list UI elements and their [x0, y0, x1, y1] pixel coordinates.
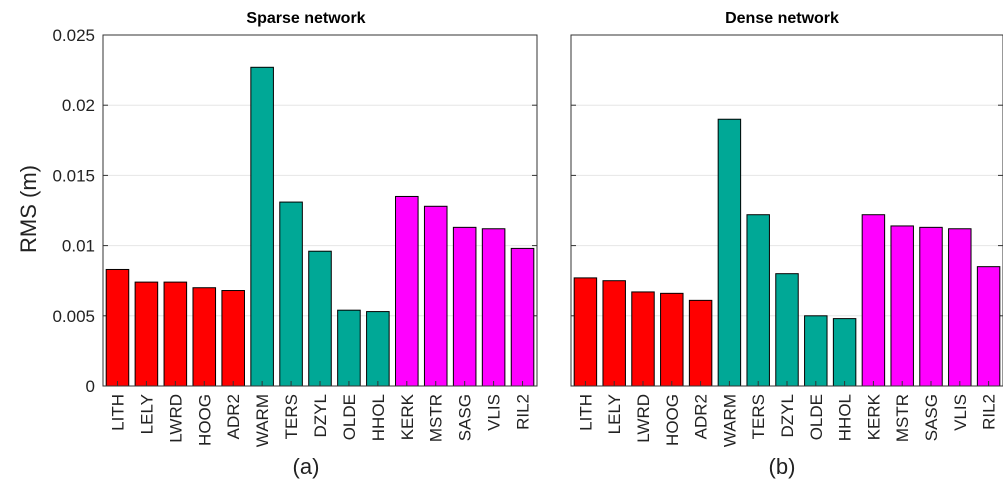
bar-kerk: [861, 214, 886, 387]
bar-lwrd: [163, 281, 188, 387]
x-tick-label: LELY: [137, 394, 156, 434]
x-tick-label: RIL2: [980, 394, 999, 430]
bar-kerk: [395, 195, 419, 387]
x-tick-label: MSTR: [427, 394, 446, 442]
bar-dzyl: [308, 250, 332, 387]
bar-adr2: [688, 299, 713, 387]
x-tick-label: SASG: [922, 394, 941, 441]
x-tick-label: WARM: [720, 394, 739, 447]
bar-vlis: [481, 228, 506, 387]
y-tick-label: 0: [86, 377, 95, 396]
y-tick-label: 0.005: [52, 307, 95, 326]
bar-warm: [250, 66, 274, 387]
x-tick-label: WARM: [253, 394, 272, 447]
bar-ters: [746, 214, 770, 387]
x-tick-label: MSTR: [893, 394, 912, 442]
panel-label-b: (b): [769, 454, 796, 479]
bar-dzyl: [775, 273, 799, 387]
bar-lith: [573, 277, 598, 387]
x-tick-label: KERK: [398, 393, 417, 440]
x-tick-label: VLIS: [951, 394, 970, 431]
x-tick-label: RIL2: [514, 394, 533, 430]
axes-frame: [102, 34, 538, 387]
x-tick-label: VLIS: [485, 394, 504, 431]
bar-lely: [134, 281, 159, 387]
bar-ril2: [510, 247, 535, 387]
x-tick-label: OLDE: [340, 394, 359, 440]
bar-ril2: [976, 266, 1001, 387]
y-tick-label: 0.01: [62, 237, 95, 256]
panel-sparse: Sparse network (a) 0 0.005 0.01 0.015 0.02 0.…: [52, 10, 538, 479]
bar-hhol: [366, 311, 390, 387]
bar-vlis: [948, 228, 972, 387]
x-tick-label: OLDE: [807, 394, 826, 440]
bar-warm: [717, 118, 742, 387]
panel-label-a: (a): [293, 454, 320, 479]
axes-frame: [570, 34, 1003, 387]
x-tick-label: SASG: [456, 394, 475, 441]
x-tick-label: TERS: [749, 394, 768, 439]
bar-lith: [105, 268, 130, 387]
panel-title-sparse: Sparse network: [246, 10, 365, 27]
bar-olde: [337, 309, 361, 387]
x-tick-label: HOOG: [195, 394, 214, 446]
x-tick-label: LWRD: [634, 394, 653, 443]
x-tick-label: HOOG: [663, 394, 682, 446]
plot-area-dense: LITH LELY LWRD HOOG ADR2 WARM TERS DZYL OLDE HHOL…: [570, 34, 1003, 447]
x-tick-label: HHOL: [836, 394, 855, 441]
bar-hoog: [192, 287, 217, 387]
x-tick-label: DZYL: [778, 394, 797, 437]
x-tick-label: LITH: [576, 394, 595, 431]
y-tick-label: 0.02: [62, 96, 95, 115]
y-axis-label: RMS (m): [16, 165, 41, 253]
bar-lwrd: [631, 291, 655, 387]
bar-lely: [602, 280, 626, 387]
bar-adr2: [221, 290, 245, 387]
bar-hoog: [660, 292, 684, 387]
x-tick-label: LWRD: [166, 394, 185, 443]
bar-sasg: [919, 226, 943, 387]
x-tick-label: LELY: [605, 394, 624, 434]
bar-sasg: [452, 226, 477, 387]
bar-ters: [279, 201, 303, 387]
panel-title-dense: Dense network: [725, 10, 839, 27]
bar-mstr: [423, 205, 448, 387]
x-tick-label: KERK: [864, 393, 883, 440]
x-tick-label: ADR2: [692, 394, 711, 439]
bar-olde: [804, 315, 828, 387]
x-tick-label: LITH: [108, 394, 127, 431]
y-tick-label: 0.015: [52, 166, 95, 185]
plot-area-sparse: 0 0.005 0.01 0.015 0.02 0.025 LITH LELY LWRD HOOG…: [52, 26, 538, 447]
panel-dense: Dense network (b) LITH LELY LWRD HOOG ADR2 WA…: [570, 10, 1003, 479]
x-tick-label: ADR2: [224, 394, 243, 439]
bar-mstr: [890, 225, 914, 387]
x-tick-label: DZYL: [311, 394, 330, 437]
x-tick-label: HHOL: [369, 394, 388, 441]
x-tick-label: TERS: [282, 394, 301, 439]
y-tick-label: 0.025: [52, 26, 95, 45]
bar-hhol: [832, 318, 857, 387]
